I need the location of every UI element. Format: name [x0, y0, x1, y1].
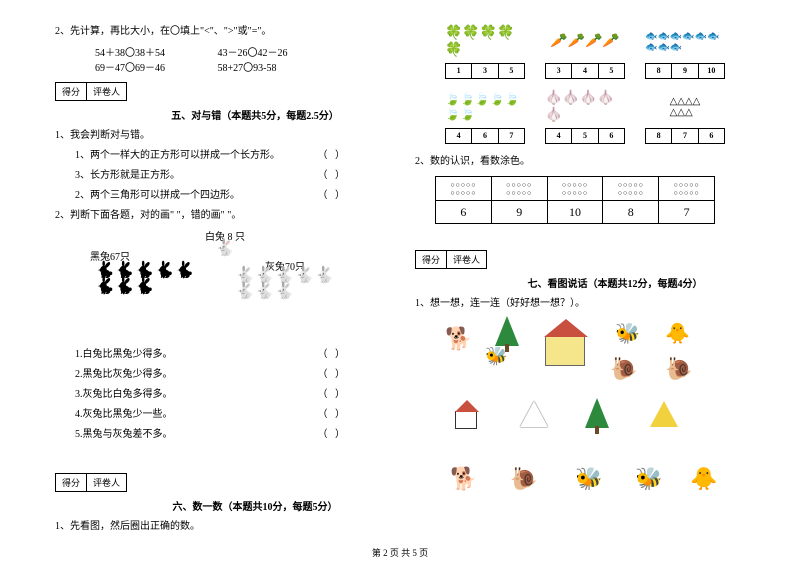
num-cell: 6	[436, 201, 491, 223]
count-num: 5	[599, 64, 624, 78]
triangle-icon	[650, 401, 678, 427]
count-row-2: 🍃🍃🍃🍃🍃🍃🍃 467 🧄🧄🧄🧄🧄 456 △△△△△△△ 876	[445, 89, 745, 144]
bee-icon: 🐝	[485, 346, 507, 367]
sec5-item: 4.灰兔比黑兔少一些。（ ）	[55, 407, 385, 423]
q2-items: 54＋38〇38＋54 43－26〇42－26 69－47〇69－46 58+2…	[55, 44, 385, 74]
count-num: 6	[599, 129, 624, 143]
count-num: 10	[699, 64, 724, 78]
sec5-q1b: 3、长方形就是正方形。（ ）	[55, 168, 385, 184]
count-group: 🍃🍃🍃🍃🍃🍃🍃 467	[445, 89, 525, 144]
dog-icon: 🐕	[450, 466, 477, 492]
white-rabbit-icon: 🐇	[215, 238, 235, 258]
count-group: △△△△△△△ 876	[645, 89, 725, 144]
sec5-q1a: 1、两个一样大的正方形可以拼成一个长方形。（ ）	[55, 148, 385, 164]
count-num: 3	[472, 64, 498, 78]
sec5-item: 5.黑兔与灰兔差不多。（ ）	[55, 427, 385, 443]
black-rabbit-icon: 🐇🐇🐇🐇🐇🐇🐇🐇	[95, 263, 205, 295]
black-rabbit-label: 黑兔67只	[90, 248, 130, 263]
sec6-q1: 1、先看图，然后圈出正确的数。	[55, 519, 385, 535]
score-box: 得分 评卷人	[415, 250, 487, 269]
count-num: 9	[672, 64, 698, 78]
count-num: 8	[646, 129, 672, 143]
count-group: 🐟🐟🐟🐟🐟🐟🐟🐟🐟 8910	[645, 24, 725, 79]
bee-icon: 🐝	[635, 466, 662, 492]
mini-house-icon	[455, 411, 477, 429]
snail-icon: 🐌	[610, 356, 637, 382]
q2-item: 58+27〇93-58	[218, 63, 277, 74]
q2-item: 54＋38〇38＋54	[95, 44, 215, 59]
tree-icon	[585, 398, 609, 428]
count-num: 5	[572, 129, 598, 143]
sec5-q1: 1、我会判断对与错。	[55, 128, 385, 144]
right-q2: 2、数的认识，看数涂色。	[415, 154, 745, 170]
count-group: 🥕🥕🥕🥕 345	[545, 24, 625, 79]
house-icon	[545, 336, 585, 366]
chick-icon: 🐥	[665, 321, 690, 346]
triangle-icon: △△△△△△△	[645, 89, 725, 124]
q2-item: 69－47〇69－46	[95, 59, 215, 74]
count-group: 🍀🍀🍀🍀🍀 135	[445, 24, 525, 79]
count-num: 1	[446, 64, 472, 78]
count-num: 4	[546, 129, 572, 143]
count-num: 4	[446, 129, 472, 143]
sec5-item: 1.白兔比黑兔少得多。（ ）	[55, 347, 385, 363]
gray-rabbit-icon: 🐇🐇🐇🐇🐇🐇🐇🐇	[235, 268, 345, 300]
dots-table: ○○○○○○○○○○6 ○○○○○○○○○○9 ○○○○○○○○○○10 ○○○…	[435, 176, 715, 224]
count-row-1: 🍀🍀🍀🍀🍀 135 🥕🥕🥕🥕 345 🐟🐟🐟🐟🐟🐟🐟🐟🐟 8910	[445, 24, 745, 79]
num-cell: 9	[492, 201, 547, 223]
snail-icon: 🐌	[665, 356, 692, 382]
score-label: 得分	[56, 83, 87, 100]
dots-cell: ○○○○○○○○○○	[548, 177, 603, 201]
score-box: 得分 评卷人	[55, 473, 127, 492]
grader-label: 评卷人	[87, 83, 126, 100]
dots-cell: ○○○○○○○○○○	[492, 177, 547, 201]
grader-label: 评卷人	[447, 251, 486, 268]
count-num: 7	[672, 129, 698, 143]
score-label: 得分	[416, 251, 447, 268]
fish-icon: 🐟🐟🐟🐟🐟🐟🐟🐟🐟	[645, 24, 725, 59]
bee-icon: 🐝	[615, 321, 640, 346]
garlic-icon: 🧄🧄🧄🧄🧄	[545, 89, 625, 124]
carrot-icon: 🥕🥕🥕🥕	[545, 24, 625, 59]
score-box: 得分 评卷人	[55, 82, 127, 101]
section7-title: 七、看图说话（本题共12分，每题4分）	[485, 275, 745, 290]
count-num: 6	[699, 129, 724, 143]
count-num: 3	[546, 64, 572, 78]
count-num: 5	[499, 64, 524, 78]
sec5-q2: 2、判断下面各题，对的画" "，错的画" "。	[55, 208, 385, 224]
num-cell: 8	[603, 201, 658, 223]
grader-label: 评卷人	[87, 474, 126, 491]
sec5-item: 2.黑兔比灰兔少得多。（ ）	[55, 367, 385, 383]
count-num: 4	[572, 64, 598, 78]
chick-icon: 🐥	[690, 466, 717, 492]
sec5-item: 3.灰兔比白兔多得多。（ ）	[55, 387, 385, 403]
page-footer: 第 2 页 共 5 页	[0, 546, 800, 559]
rabbit-illustration: 白兔 8 只 黑兔67只 灰兔70只 🐇 🐇🐇🐇🐇🐇🐇🐇🐇 🐇🐇🐇🐇🐇🐇🐇🐇	[85, 228, 345, 343]
snail-icon: 🐌	[510, 466, 537, 492]
count-num: 8	[646, 64, 672, 78]
clover-icon: 🍀🍀🍀🍀🍀	[445, 24, 525, 59]
q2-item: 43－26〇42－26	[218, 48, 288, 59]
tree-icon	[495, 316, 519, 346]
dots-cell: ○○○○○○○○○○	[659, 177, 714, 201]
bee-icon: 🐝	[575, 466, 602, 492]
dots-cell: ○○○○○○○○○○	[436, 177, 491, 201]
section5-title: 五、对与错（本题共5分，每题2.5分）	[125, 107, 385, 122]
triangle-outline-icon	[520, 401, 548, 427]
num-cell: 10	[548, 201, 603, 223]
count-num: 7	[499, 129, 524, 143]
count-group: 🧄🧄🧄🧄🧄 456	[545, 89, 625, 144]
section6-title: 六、数一数（本题共10分，每题5分）	[125, 498, 385, 513]
leaf-icon: 🍃🍃🍃🍃🍃🍃🍃	[445, 89, 525, 124]
sec7-q1: 1、想一想，连一连（好好想一想？）。	[415, 296, 745, 312]
q2-stem: 2、先计算，再比大小，在〇填上"<"、">"或"="。	[55, 24, 385, 40]
count-num: 6	[472, 129, 498, 143]
dog-icon: 🐕	[445, 326, 472, 352]
sec5-q1c: 2、两个三角形可以拼成一个四边形。（ ）	[55, 188, 385, 204]
score-label: 得分	[56, 474, 87, 491]
num-cell: 7	[659, 201, 714, 223]
matching-scene: 🐕 🐝 🐥 🐝 🐌 🐌 🐕 🐌 🐝 🐝 🐥	[435, 316, 735, 506]
dots-cell: ○○○○○○○○○○	[603, 177, 658, 201]
